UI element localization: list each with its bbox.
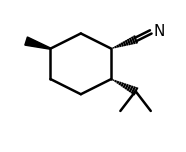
Polygon shape bbox=[25, 37, 51, 49]
Text: N: N bbox=[153, 24, 164, 39]
